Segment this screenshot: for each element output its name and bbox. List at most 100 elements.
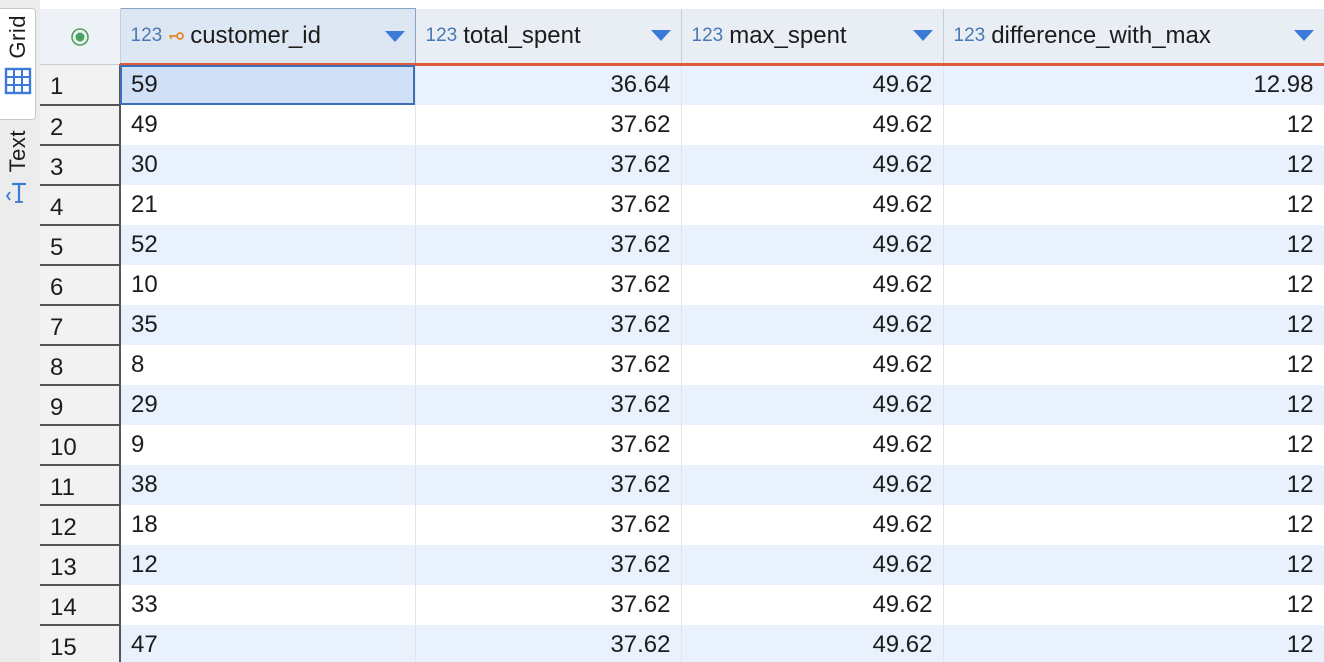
- cell-max-spent[interactable]: 49.62: [681, 584, 944, 625]
- cell-customer-id[interactable]: 10: [120, 264, 416, 305]
- cell-difference-with-max[interactable]: 12: [943, 624, 1324, 662]
- cell-difference-with-max[interactable]: 12: [943, 144, 1324, 185]
- row-number[interactable]: 13: [40, 544, 121, 586]
- cell-difference-with-max[interactable]: 12: [943, 424, 1324, 465]
- row-number[interactable]: 11: [40, 464, 121, 506]
- row-number[interactable]: 9: [40, 384, 121, 426]
- cell-customer-id[interactable]: 59: [120, 64, 416, 105]
- row-number[interactable]: 4: [40, 184, 121, 226]
- cell-max-spent[interactable]: 49.62: [681, 184, 944, 225]
- cell-total-spent[interactable]: 37.62: [415, 544, 682, 585]
- cell-total-spent[interactable]: 37.62: [415, 424, 682, 465]
- row-number[interactable]: 14: [40, 584, 121, 626]
- cell-max-spent[interactable]: 49.62: [681, 624, 944, 662]
- cell-total-spent[interactable]: 37.62: [415, 344, 682, 385]
- table-row[interactable]: 8 8 37.62 49.62 12: [40, 344, 1324, 386]
- table-row[interactable]: 3 30 37.62 49.62 12: [40, 144, 1324, 186]
- row-number[interactable]: 12: [40, 504, 121, 546]
- table-row[interactable]: 10 9 37.62 49.62 12: [40, 424, 1324, 466]
- table-row[interactable]: 1 59 36.64 49.62 12.98: [40, 64, 1324, 106]
- cell-total-spent[interactable]: 37.62: [415, 264, 682, 305]
- cell-difference-with-max[interactable]: 12: [943, 224, 1324, 265]
- table-row[interactable]: 9 29 37.62 49.62 12: [40, 384, 1324, 426]
- cell-customer-id[interactable]: 30: [120, 144, 416, 185]
- cell-difference-with-max[interactable]: 12: [943, 344, 1324, 385]
- table-row[interactable]: 12 18 37.62 49.62 12: [40, 504, 1324, 546]
- cell-customer-id[interactable]: 12: [120, 544, 416, 585]
- cell-customer-id[interactable]: 47: [120, 624, 416, 662]
- table-row[interactable]: 15 47 37.62 49.62 12: [40, 624, 1324, 662]
- tab-grid[interactable]: Grid: [0, 8, 36, 120]
- row-number[interactable]: 7: [40, 304, 121, 346]
- row-number[interactable]: 15: [40, 624, 121, 662]
- cell-total-spent[interactable]: 37.62: [415, 304, 682, 345]
- table-row[interactable]: 6 10 37.62 49.62 12: [40, 264, 1324, 306]
- cell-total-spent[interactable]: 37.62: [415, 464, 682, 505]
- table-row[interactable]: 14 33 37.62 49.62 12: [40, 584, 1324, 626]
- column-filter-dropdown-icon[interactable]: [1293, 30, 1314, 42]
- column-header-customer-id[interactable]: 123 customer_id: [119, 8, 416, 66]
- cell-customer-id[interactable]: 35: [120, 304, 416, 345]
- tab-text[interactable]: Text: [0, 130, 36, 230]
- cell-customer-id[interactable]: 21: [120, 184, 416, 225]
- cell-difference-with-max[interactable]: 12: [943, 504, 1324, 545]
- cell-customer-id[interactable]: 52: [120, 224, 416, 265]
- cell-max-spent[interactable]: 49.62: [681, 304, 944, 345]
- cell-total-spent[interactable]: 37.62: [415, 184, 682, 225]
- cell-max-spent[interactable]: 49.62: [681, 464, 944, 505]
- cell-customer-id[interactable]: 9: [120, 424, 416, 465]
- table-row[interactable]: 2 49 37.62 49.62 12: [40, 104, 1324, 146]
- cell-total-spent[interactable]: 37.62: [415, 584, 682, 625]
- cell-max-spent[interactable]: 49.62: [681, 424, 944, 465]
- table-row[interactable]: 13 12 37.62 49.62 12: [40, 544, 1324, 586]
- row-number[interactable]: 10: [40, 424, 121, 466]
- cell-customer-id[interactable]: 18: [120, 504, 416, 545]
- table-row[interactable]: 11 38 37.62 49.62 12: [40, 464, 1324, 506]
- cell-total-spent[interactable]: 37.62: [415, 384, 682, 425]
- select-all-corner[interactable]: [40, 8, 121, 65]
- table-row[interactable]: 5 52 37.62 49.62 12: [40, 224, 1324, 266]
- row-number[interactable]: 2: [40, 104, 121, 146]
- cell-max-spent[interactable]: 49.62: [681, 544, 944, 585]
- cell-total-spent[interactable]: 36.64: [415, 64, 682, 105]
- cell-max-spent[interactable]: 49.62: [681, 264, 944, 305]
- cell-difference-with-max[interactable]: 12: [943, 264, 1324, 305]
- column-filter-dropdown-icon[interactable]: [650, 30, 671, 42]
- cell-max-spent[interactable]: 49.62: [681, 224, 944, 265]
- cell-difference-with-max[interactable]: 12: [943, 384, 1324, 425]
- cell-difference-with-max[interactable]: 12.98: [943, 64, 1324, 105]
- cell-difference-with-max[interactable]: 12: [943, 184, 1324, 225]
- table-row[interactable]: 4 21 37.62 49.62 12: [40, 184, 1324, 226]
- cell-total-spent[interactable]: 37.62: [415, 224, 682, 265]
- cell-max-spent[interactable]: 49.62: [681, 64, 944, 105]
- cell-max-spent[interactable]: 49.62: [681, 144, 944, 185]
- cell-total-spent[interactable]: 37.62: [415, 144, 682, 185]
- column-filter-dropdown-icon[interactable]: [912, 30, 933, 42]
- cell-total-spent[interactable]: 37.62: [415, 624, 682, 662]
- column-header-max-spent[interactable]: 123 max_spent: [681, 8, 944, 66]
- cell-difference-with-max[interactable]: 12: [943, 104, 1324, 145]
- cell-customer-id[interactable]: 8: [120, 344, 416, 385]
- cell-customer-id[interactable]: 49: [120, 104, 416, 145]
- row-number[interactable]: 8: [40, 344, 121, 386]
- column-header-total-spent[interactable]: 123 total_spent: [415, 8, 682, 66]
- cell-max-spent[interactable]: 49.62: [681, 504, 944, 545]
- row-number[interactable]: 5: [40, 224, 121, 266]
- column-filter-dropdown-icon[interactable]: [384, 30, 405, 42]
- cell-customer-id[interactable]: 38: [120, 464, 416, 505]
- row-number[interactable]: 3: [40, 144, 121, 186]
- cell-customer-id[interactable]: 29: [120, 384, 416, 425]
- cell-difference-with-max[interactable]: 12: [943, 584, 1324, 625]
- cell-difference-with-max[interactable]: 12: [943, 304, 1324, 345]
- column-header-difference-with-max[interactable]: 123 difference_with_max: [943, 8, 1324, 66]
- cell-max-spent[interactable]: 49.62: [681, 384, 944, 425]
- cell-customer-id[interactable]: 33: [120, 584, 416, 625]
- cell-difference-with-max[interactable]: 12: [943, 544, 1324, 585]
- row-number[interactable]: 1: [40, 64, 121, 106]
- cell-total-spent[interactable]: 37.62: [415, 104, 682, 145]
- cell-total-spent[interactable]: 37.62: [415, 504, 682, 545]
- cell-max-spent[interactable]: 49.62: [681, 104, 944, 145]
- cell-max-spent[interactable]: 49.62: [681, 344, 944, 385]
- cell-difference-with-max[interactable]: 12: [943, 464, 1324, 505]
- row-number[interactable]: 6: [40, 264, 121, 306]
